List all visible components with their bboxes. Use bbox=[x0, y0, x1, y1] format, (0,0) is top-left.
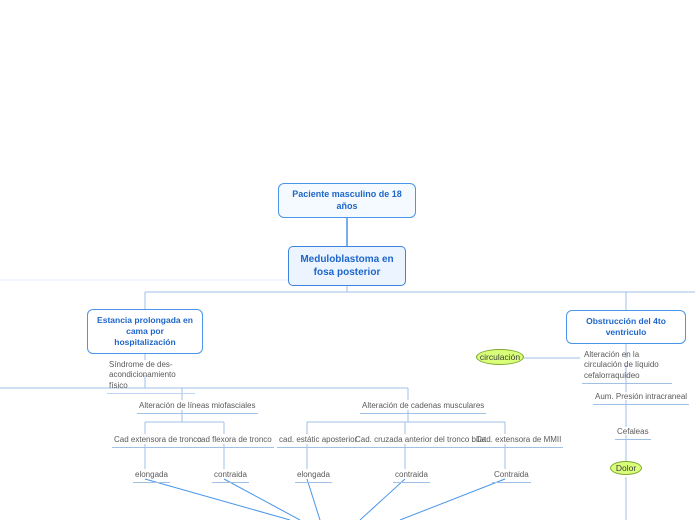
aum-text: Aum. Presión intracraneal bbox=[593, 392, 689, 405]
alt-chains-text: Alteración de cadenas musculares bbox=[360, 401, 486, 414]
dolor-oval[interactable]: Dolor bbox=[610, 461, 642, 475]
syndrome-text: Síndrome de des- acondicionamiento físic… bbox=[107, 360, 195, 394]
right-branch-node[interactable]: Obstrucción del 4to ventriculo bbox=[566, 310, 686, 344]
left-branch-node[interactable]: Estancia prolongada en cama por hospital… bbox=[87, 309, 203, 354]
circulation-oval[interactable]: circulación bbox=[476, 349, 524, 365]
alt-lines-text: Alteración de líneas miofasciales bbox=[137, 401, 258, 414]
state-3: elongada bbox=[295, 470, 332, 483]
leaf-3: cad. estátic aposterior bbox=[277, 435, 359, 448]
leaf-1: Cad extensora de tronco bbox=[112, 435, 204, 448]
state-1: elongada bbox=[133, 470, 170, 483]
patient-node[interactable]: Paciente masculino de 18 años bbox=[278, 183, 416, 218]
state-5: Contraida bbox=[492, 470, 531, 483]
leaf-5: Cad. extensora de MMII bbox=[474, 435, 563, 448]
state-2: contraida bbox=[212, 470, 249, 483]
root-node[interactable]: Meduloblastoma en fosa posterior bbox=[288, 246, 406, 286]
leaf-4: Cad. cruzada anterior del tronco bilat bbox=[353, 435, 488, 448]
cefaleas-text: Cefaleas bbox=[615, 427, 651, 440]
leaf-2: cad flexora de tronco bbox=[195, 435, 274, 448]
alt-circ-text: Alteración en la circulación de líquido … bbox=[582, 350, 672, 384]
state-4: contraida bbox=[393, 470, 430, 483]
